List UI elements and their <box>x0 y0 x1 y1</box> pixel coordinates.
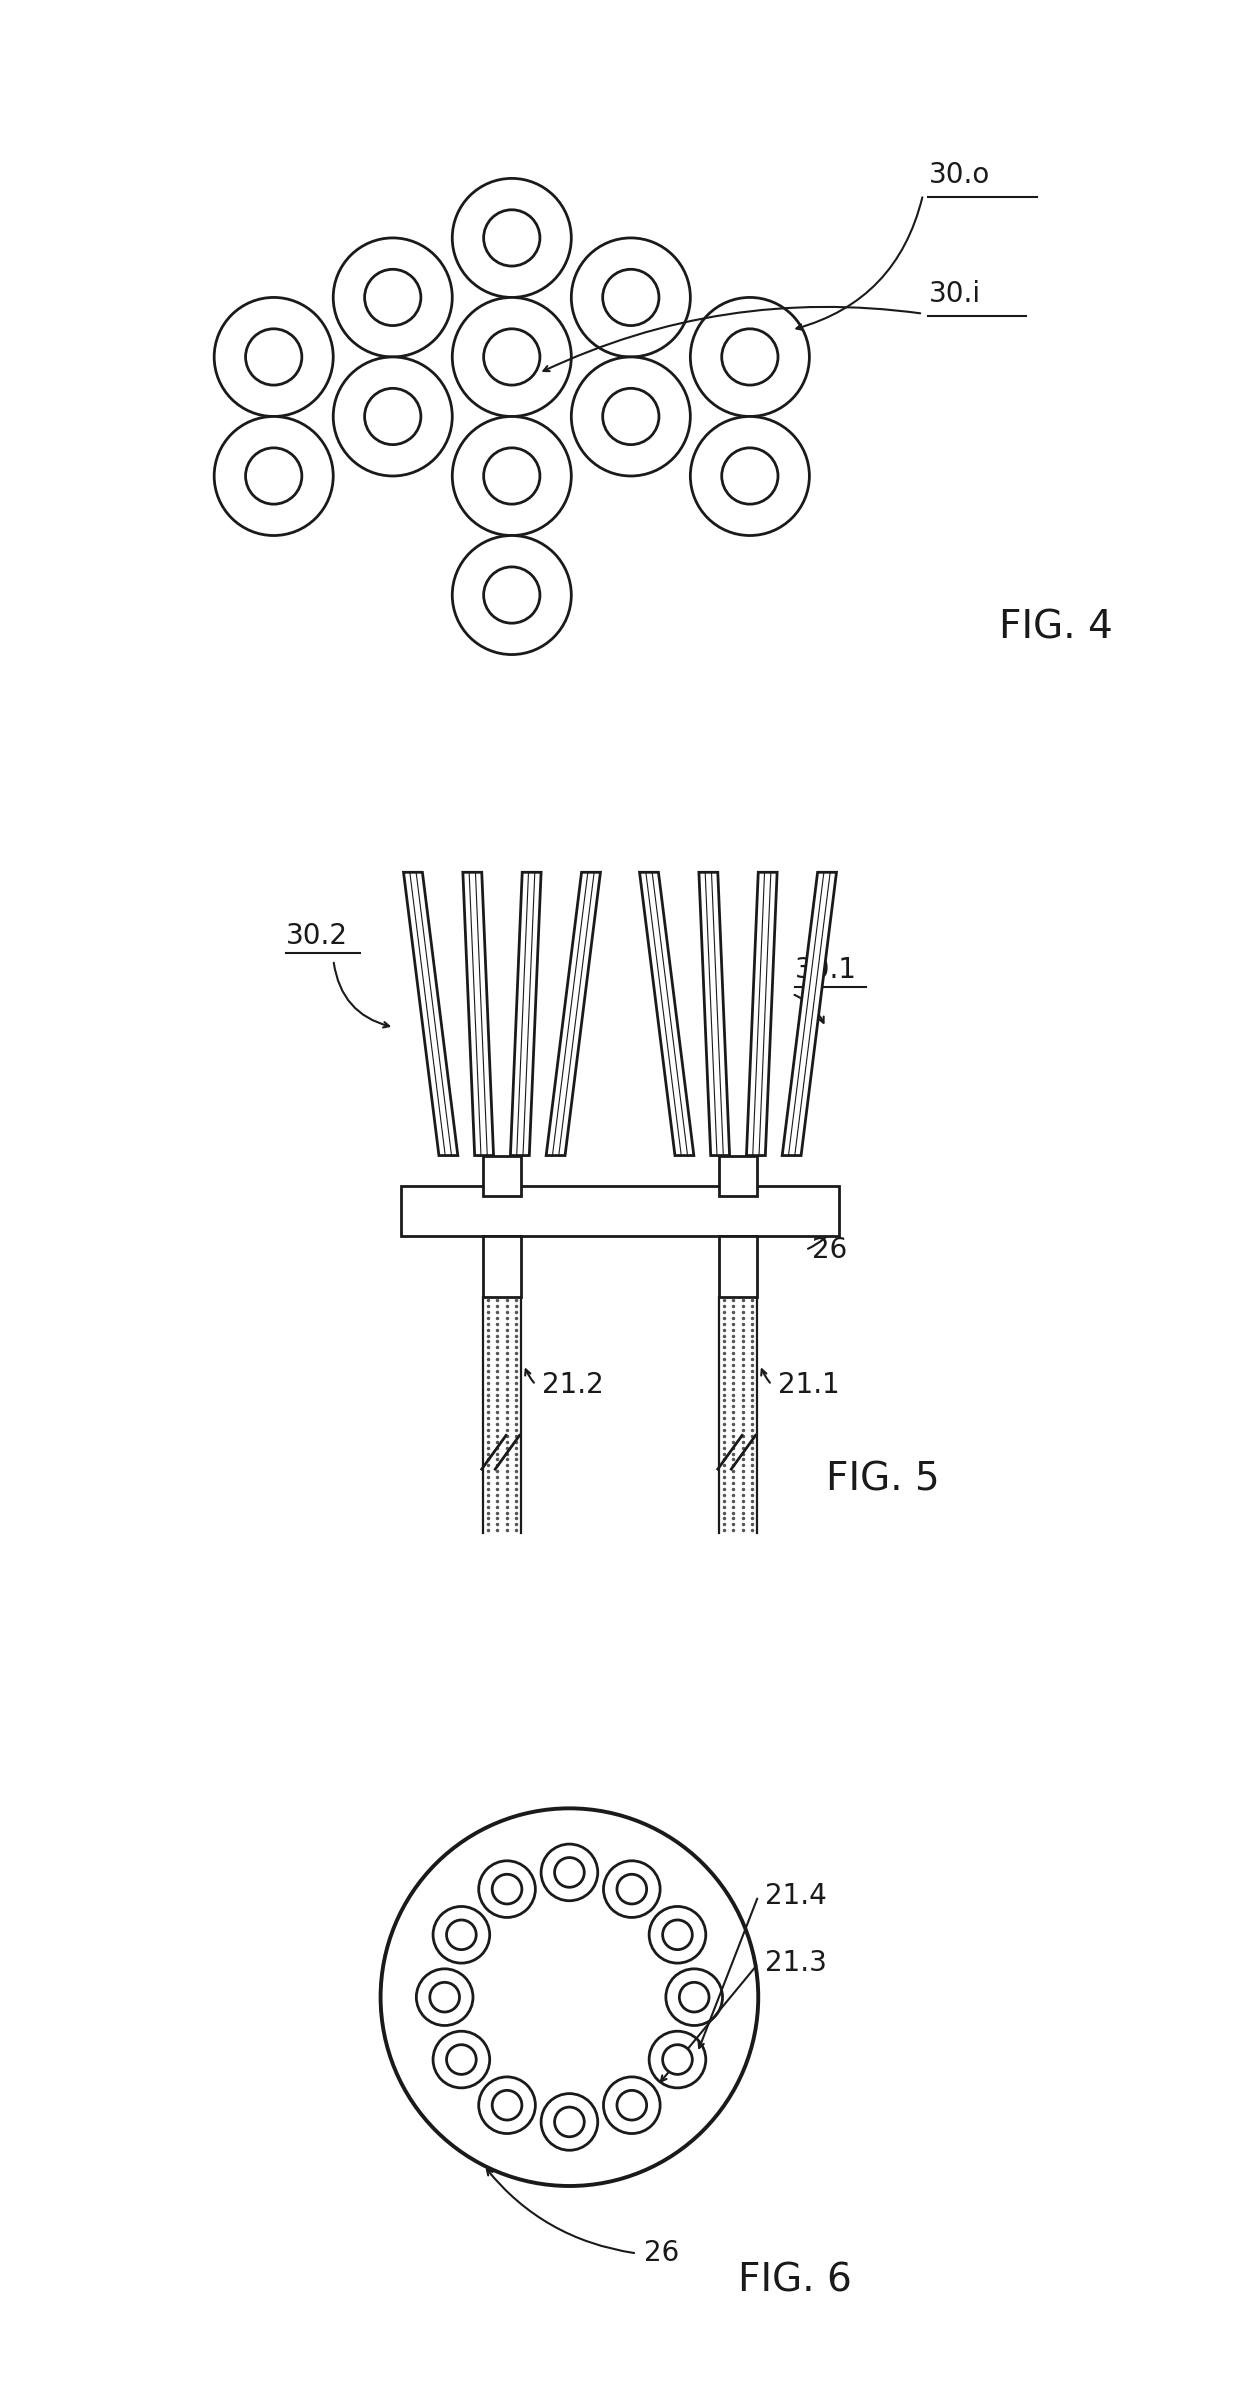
Circle shape <box>492 1875 522 1904</box>
Text: FIG. 4: FIG. 4 <box>998 608 1112 646</box>
Circle shape <box>541 2093 598 2150</box>
Text: FIG. 6: FIG. 6 <box>738 2260 852 2299</box>
Circle shape <box>433 1906 490 1964</box>
Circle shape <box>453 179 572 297</box>
Circle shape <box>603 270 658 325</box>
Polygon shape <box>463 873 494 1155</box>
Circle shape <box>722 447 777 505</box>
Polygon shape <box>746 873 777 1155</box>
Text: 21.3: 21.3 <box>765 1949 827 1978</box>
Bar <box>719 1237 756 1296</box>
Bar <box>484 1155 521 1196</box>
Circle shape <box>334 237 453 356</box>
Text: 26: 26 <box>644 2239 678 2268</box>
Circle shape <box>618 2091 646 2119</box>
Text: 30.o: 30.o <box>929 160 990 189</box>
Text: 21.4: 21.4 <box>765 1883 827 1909</box>
Circle shape <box>246 328 301 385</box>
Circle shape <box>680 1983 709 2012</box>
Circle shape <box>492 2091 522 2119</box>
Circle shape <box>484 567 539 624</box>
Text: 30.1: 30.1 <box>795 954 857 983</box>
Circle shape <box>215 416 334 536</box>
Circle shape <box>453 297 572 416</box>
Polygon shape <box>511 873 541 1155</box>
Circle shape <box>479 2076 536 2134</box>
Circle shape <box>691 297 810 416</box>
Bar <box>401 1186 839 1237</box>
Circle shape <box>603 388 658 445</box>
Circle shape <box>334 356 453 476</box>
Circle shape <box>246 447 301 505</box>
Circle shape <box>430 1983 460 2012</box>
Circle shape <box>662 2045 692 2074</box>
Circle shape <box>604 1861 660 1918</box>
Polygon shape <box>546 873 600 1155</box>
Text: 30.2: 30.2 <box>286 921 348 950</box>
Circle shape <box>666 1969 723 2026</box>
Circle shape <box>572 237 691 356</box>
Circle shape <box>618 1875 646 1904</box>
Circle shape <box>484 447 539 505</box>
Circle shape <box>554 1859 584 1887</box>
Circle shape <box>215 297 334 416</box>
Bar <box>484 1237 521 1296</box>
Bar <box>719 1155 756 1196</box>
Circle shape <box>691 416 810 536</box>
Circle shape <box>604 2076 660 2134</box>
Circle shape <box>479 1861 536 1918</box>
Text: FIG. 5: FIG. 5 <box>826 1459 940 1497</box>
Circle shape <box>365 270 420 325</box>
Text: 21.2: 21.2 <box>542 1371 604 1399</box>
Text: 21.1: 21.1 <box>779 1371 841 1399</box>
Circle shape <box>484 328 539 385</box>
Circle shape <box>484 210 539 266</box>
Circle shape <box>650 2031 706 2088</box>
Polygon shape <box>699 873 729 1155</box>
Circle shape <box>650 1906 706 1964</box>
Circle shape <box>433 2031 490 2088</box>
Circle shape <box>381 1808 758 2186</box>
Circle shape <box>365 388 420 445</box>
Circle shape <box>453 536 572 655</box>
Circle shape <box>722 328 777 385</box>
Circle shape <box>446 1921 476 1949</box>
Text: 30.i: 30.i <box>929 280 981 309</box>
Polygon shape <box>782 873 837 1155</box>
Circle shape <box>572 356 691 476</box>
Text: 26: 26 <box>812 1237 847 1263</box>
Circle shape <box>541 1844 598 1902</box>
Circle shape <box>453 416 572 536</box>
Polygon shape <box>640 873 694 1155</box>
Circle shape <box>417 1969 472 2026</box>
Circle shape <box>554 2107 584 2136</box>
Polygon shape <box>403 873 458 1155</box>
Circle shape <box>446 2045 476 2074</box>
Circle shape <box>662 1921 692 1949</box>
